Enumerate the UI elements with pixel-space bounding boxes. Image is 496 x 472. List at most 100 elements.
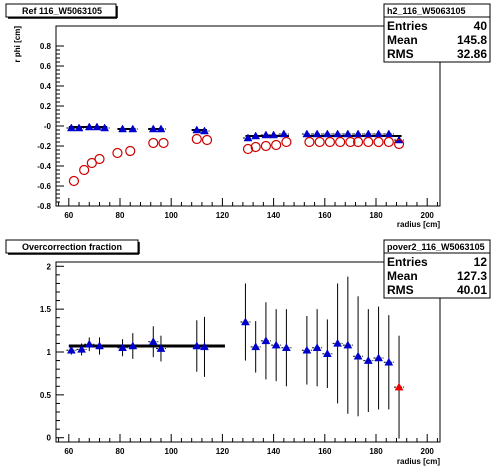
y-tick-label: 1.5 <box>40 305 52 314</box>
data-point-triangle <box>66 345 76 354</box>
data-point-triangle <box>128 341 138 350</box>
x-tick-label: 80 <box>116 211 125 220</box>
data-point-triangle <box>148 337 158 345</box>
data-point-circle <box>304 136 315 148</box>
y-tick-label: -0 <box>44 122 52 131</box>
data-point-triangle <box>269 130 279 139</box>
stats-label: Entries <box>387 255 428 269</box>
data-point-triangle <box>118 343 127 351</box>
data-point-triangle <box>343 129 353 138</box>
data-point-circle <box>393 138 405 150</box>
y-tick-label: 0 <box>47 434 52 443</box>
stats-label: Mean <box>387 269 418 283</box>
y-tick-label: -0.6 <box>37 182 51 191</box>
data-point-triangle <box>302 345 312 354</box>
stats-value: 40.01 <box>457 283 487 297</box>
data-point-triangle <box>374 353 383 362</box>
data-point-triangle <box>156 124 166 133</box>
plot-frame <box>55 25 441 207</box>
data-point-circle <box>125 145 136 157</box>
data-point-triangle <box>333 129 343 138</box>
y-tick-label: 2 <box>47 262 52 271</box>
chart-pad-1: -0.8 -0.6 -0.4 -0.2 -0 0.2 0.4 0.6 0.8 60 80 100 120… <box>5 3 491 229</box>
chart-title: Overcorrection fraction <box>22 242 122 252</box>
data-point-triangle <box>363 356 373 364</box>
x-tick-label: 180 <box>369 447 383 456</box>
data-point-triangle <box>322 129 332 138</box>
data-point-circle <box>68 175 80 187</box>
data-point-circle <box>383 136 394 148</box>
y-tick-label: 1 <box>47 348 52 357</box>
x-tick-label: 100 <box>165 447 179 456</box>
data-point-triangle <box>156 344 166 352</box>
data-point-circle <box>94 153 105 165</box>
data-point-triangle <box>243 133 253 142</box>
x-axis-label: radius [cm] <box>397 220 440 229</box>
data-point-circle <box>335 136 346 148</box>
data-point-triangle <box>312 129 322 138</box>
data-point-circle <box>373 136 384 148</box>
data-point-circle <box>271 139 282 151</box>
data-point-circle <box>260 140 272 152</box>
data-point-triangle <box>394 382 404 391</box>
stats-box <box>383 239 491 299</box>
data-point-triangle <box>200 126 209 135</box>
data-point-triangle <box>84 122 94 131</box>
data-point-triangle <box>251 342 261 351</box>
data-point-circle <box>314 136 325 148</box>
data-point-circle <box>324 136 336 148</box>
x-tick-label: 80 <box>116 447 125 456</box>
data-point-circle <box>242 143 254 155</box>
stats-value: 32.86 <box>457 47 487 61</box>
data-point-circle <box>281 136 292 148</box>
data-point-triangle <box>200 342 209 351</box>
title-box <box>5 3 117 18</box>
stats-box <box>383 3 491 63</box>
plot-frame <box>55 261 441 443</box>
data-point-triangle <box>95 341 104 350</box>
data-point-triangle <box>271 340 281 349</box>
stats-value: 145.8 <box>457 33 487 47</box>
x-axis-label: radius [cm] <box>397 457 440 466</box>
stats-name: pover2_116_W5063105 <box>387 242 485 252</box>
x-tick-label: 120 <box>216 211 230 220</box>
data-point-triangle <box>333 338 343 347</box>
data-point-triangle <box>74 123 84 132</box>
data-point-triangle <box>261 336 271 345</box>
data-point-triangle <box>118 124 127 133</box>
stats-label: Entries <box>387 19 428 33</box>
data-point-triangle <box>92 122 102 131</box>
data-point-circle <box>352 136 364 148</box>
data-point-circle <box>201 134 213 146</box>
y-tick-label: 0.6 <box>40 62 52 71</box>
x-tick-label: 160 <box>318 447 332 456</box>
y-tick-label: -0.2 <box>37 142 51 151</box>
x-tick-label: 160 <box>318 211 332 220</box>
x-tick-label: 60 <box>64 211 73 220</box>
y-tick-label: -0.8 <box>37 202 51 211</box>
stats-name: h2_116_W5063105 <box>387 6 466 16</box>
data-point-triangle <box>322 349 332 357</box>
y-tick-label: 0.4 <box>40 82 52 91</box>
data-point-circle <box>363 136 374 148</box>
data-point-triangle <box>241 317 250 326</box>
stats-label: Mean <box>387 33 418 47</box>
data-point-triangle <box>100 123 110 132</box>
data-point-triangle <box>77 344 87 353</box>
x-tick-label: 120 <box>216 447 230 456</box>
data-point-triangle <box>148 124 158 133</box>
x-tick-label: 200 <box>421 211 435 220</box>
x-tick-label: 140 <box>267 447 281 456</box>
chart-title: Ref 116_W5063105 <box>22 6 102 16</box>
stats-value: 40 <box>474 19 488 33</box>
y-axis-label: r phi [cm] <box>13 26 22 63</box>
data-point-circle <box>191 133 202 145</box>
data-point-triangle <box>384 357 394 366</box>
title-box <box>5 239 139 254</box>
data-point-triangle <box>128 124 138 133</box>
data-point-triangle <box>281 343 291 351</box>
data-point-triangle <box>261 130 271 139</box>
x-tick-label: 200 <box>421 447 435 456</box>
data-point-triangle <box>192 125 202 134</box>
data-point-triangle <box>302 129 312 138</box>
